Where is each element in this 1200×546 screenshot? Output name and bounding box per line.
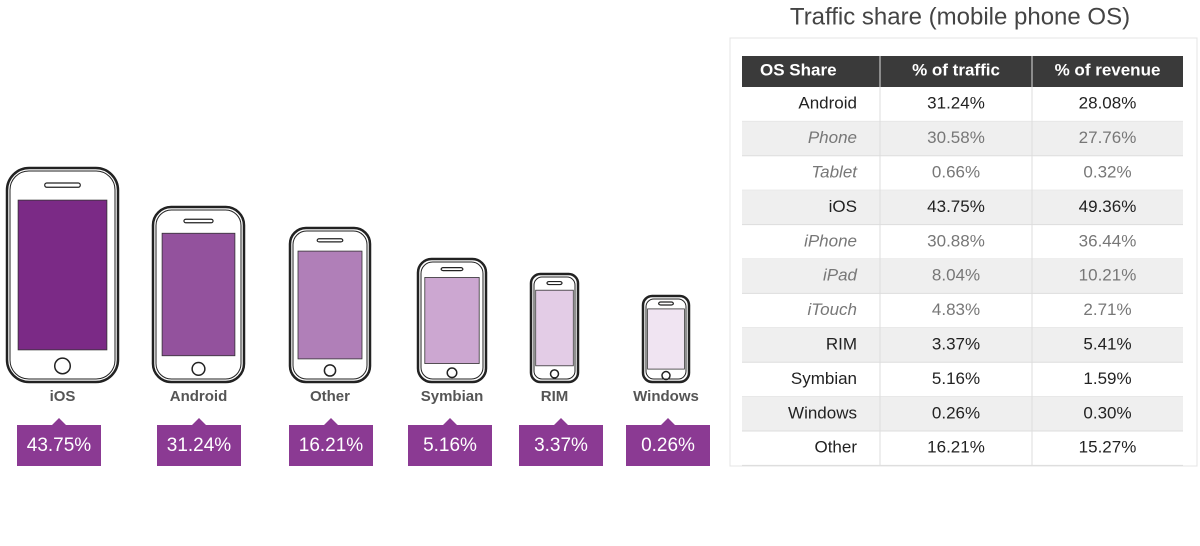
phone-screen xyxy=(535,289,574,367)
value-box xyxy=(626,418,710,466)
table-cell: 0.26% xyxy=(932,403,980,422)
phone-speaker xyxy=(658,301,674,306)
phone-screen xyxy=(647,308,685,370)
table-cell: 5.16% xyxy=(932,369,980,388)
phone-button xyxy=(446,367,458,379)
row-label: Windows xyxy=(788,403,857,422)
phone-speaker xyxy=(44,182,81,188)
table-cell: 4.83% xyxy=(932,300,980,319)
table-cell: 36.44% xyxy=(1079,231,1137,250)
table-cell: 0.30% xyxy=(1083,403,1131,422)
row-bg xyxy=(742,190,1183,225)
row-label: Android xyxy=(798,94,857,113)
table-cell: 0.32% xyxy=(1083,162,1131,181)
row-label: Tablet xyxy=(811,162,858,181)
phone-screen xyxy=(297,250,363,360)
table-cell: 15.27% xyxy=(1079,438,1137,457)
table-cell: 30.88% xyxy=(927,231,985,250)
phone-screen xyxy=(17,199,108,351)
phone-button xyxy=(661,370,671,381)
row-label: iPhone xyxy=(804,231,857,250)
value-box xyxy=(519,418,603,466)
table-cell: 49.36% xyxy=(1079,197,1137,216)
value-label: 3.37% xyxy=(534,435,588,456)
os-label: RIM xyxy=(541,388,569,405)
phone-button xyxy=(549,369,560,379)
os-label: iOS xyxy=(50,388,76,405)
table-cell: 27.76% xyxy=(1079,128,1137,147)
table-title: Traffic share (mobile phone OS) xyxy=(790,3,1130,30)
phone-speaker xyxy=(183,218,214,224)
phone-bezel xyxy=(420,261,484,380)
value-box xyxy=(157,418,241,466)
value-label: 43.75% xyxy=(27,435,92,456)
table-cell: 0.66% xyxy=(932,162,980,181)
phone-bezel xyxy=(155,209,242,380)
row-label: Phone xyxy=(808,128,857,147)
os-label: Windows xyxy=(633,388,699,405)
os-label: Symbian xyxy=(421,388,484,405)
header-cell: % of traffic xyxy=(912,60,1000,79)
value-label: 31.24% xyxy=(167,435,232,456)
table-cell: 2.71% xyxy=(1083,300,1131,319)
row-label: RIM xyxy=(826,334,857,353)
row-label: iTouch xyxy=(808,300,857,319)
value-label: 16.21% xyxy=(299,435,364,456)
table-cell: 31.24% xyxy=(927,94,985,113)
value-label: 0.26% xyxy=(641,435,695,456)
row-bg xyxy=(742,327,1183,363)
row-label: iPad xyxy=(823,266,858,285)
phone-bezel xyxy=(533,276,576,380)
table-cell: 30.58% xyxy=(927,128,985,147)
row-bg xyxy=(742,396,1183,431)
phone-speaker xyxy=(440,267,464,272)
table-cell: 28.08% xyxy=(1079,94,1137,113)
os-label: Android xyxy=(170,388,228,405)
table-cell: 3.37% xyxy=(932,334,980,353)
os-label: Other xyxy=(310,388,350,405)
table-panel xyxy=(729,37,1198,467)
table-header-bg xyxy=(742,56,1183,87)
header-cell: OS Share xyxy=(760,60,837,79)
value-box xyxy=(17,418,101,466)
phone-screen xyxy=(161,232,236,357)
row-bg xyxy=(742,121,1183,156)
phone-button xyxy=(191,361,206,376)
phone-button xyxy=(323,364,337,377)
phone-screen xyxy=(424,277,480,364)
table-cell: 5.41% xyxy=(1083,334,1131,353)
row-label: Symbian xyxy=(791,369,857,388)
phone-speaker xyxy=(316,238,344,243)
table-cell: 16.21% xyxy=(927,438,985,457)
phone-speaker xyxy=(546,280,563,286)
table-cell: 10.21% xyxy=(1079,266,1137,285)
table-cell: 43.75% xyxy=(927,197,985,216)
row-bg xyxy=(742,259,1183,294)
table-cell: 1.59% xyxy=(1083,369,1131,388)
value-label: 5.16% xyxy=(423,435,477,456)
value-box xyxy=(408,418,492,466)
phone-bezel xyxy=(292,230,368,380)
phone-button xyxy=(53,357,72,375)
phone-bezel xyxy=(9,170,116,380)
table-cell: 8.04% xyxy=(932,266,980,285)
header-cell: % of revenue xyxy=(1055,60,1161,79)
value-box xyxy=(289,418,373,466)
row-label: Other xyxy=(814,438,857,457)
row-label: iOS xyxy=(829,197,857,216)
